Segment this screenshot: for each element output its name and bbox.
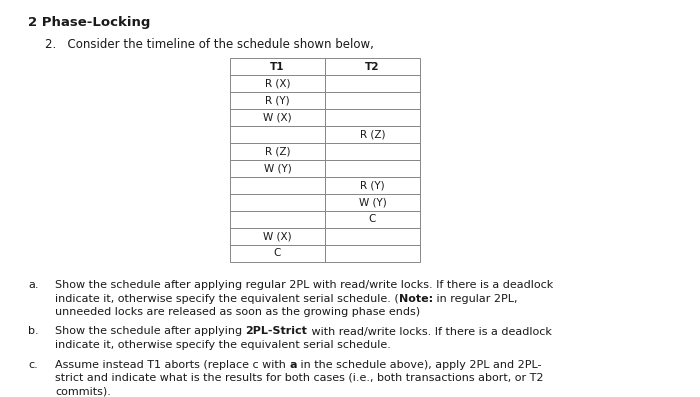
Bar xyxy=(230,228,325,245)
Text: a.: a. xyxy=(28,280,38,290)
Bar xyxy=(230,143,325,160)
Text: R (Z): R (Z) xyxy=(265,146,290,156)
Bar xyxy=(325,126,420,143)
Bar xyxy=(230,160,325,177)
Text: T2: T2 xyxy=(365,62,379,71)
Bar xyxy=(325,211,420,228)
Text: W (X): W (X) xyxy=(263,231,292,241)
Text: unneeded locks are released as soon as the growing phase ends): unneeded locks are released as soon as t… xyxy=(55,307,420,317)
Bar xyxy=(325,228,420,245)
Text: R (Y): R (Y) xyxy=(265,96,290,106)
Bar xyxy=(230,245,325,262)
Text: in regular 2PL,: in regular 2PL, xyxy=(433,293,517,303)
Bar xyxy=(325,177,420,194)
Text: 2.   Consider the timeline of the schedule shown below,: 2. Consider the timeline of the schedule… xyxy=(45,38,374,51)
Text: R (Z): R (Z) xyxy=(360,129,385,139)
Text: indicate it, otherwise specify the equivalent serial schedule.: indicate it, otherwise specify the equiv… xyxy=(55,340,391,350)
Bar xyxy=(325,109,420,126)
Bar xyxy=(230,177,325,194)
Bar xyxy=(230,75,325,92)
Bar xyxy=(230,58,325,75)
Bar xyxy=(325,160,420,177)
Text: commits).: commits). xyxy=(55,387,111,397)
Bar xyxy=(325,245,420,262)
Text: a: a xyxy=(289,360,297,370)
Bar xyxy=(325,194,420,211)
Text: Show the schedule after applying: Show the schedule after applying xyxy=(55,326,246,337)
Text: with read/write locks. If there is a deadlock: with read/write locks. If there is a dea… xyxy=(307,326,552,337)
Text: Show the schedule after applying regular 2PL with read/write locks. If there is : Show the schedule after applying regular… xyxy=(55,280,553,290)
Text: Note:: Note: xyxy=(399,293,433,303)
Bar xyxy=(325,92,420,109)
Text: W (X): W (X) xyxy=(263,112,292,123)
Text: indicate it, otherwise specify the equivalent serial schedule. (: indicate it, otherwise specify the equiv… xyxy=(55,293,399,303)
Text: in the schedule above), apply 2PL and 2PL-: in the schedule above), apply 2PL and 2P… xyxy=(297,360,541,370)
Text: c.: c. xyxy=(28,360,38,370)
Text: W (Y): W (Y) xyxy=(264,164,291,173)
Text: 2 Phase-Locking: 2 Phase-Locking xyxy=(28,16,150,29)
Text: strict and indicate what is the results for both cases (i.e., both transactions : strict and indicate what is the results … xyxy=(55,373,543,383)
Text: W (Y): W (Y) xyxy=(358,197,386,208)
Bar xyxy=(325,143,420,160)
Bar xyxy=(325,75,420,92)
Bar xyxy=(230,92,325,109)
Text: C: C xyxy=(369,214,376,224)
Bar xyxy=(230,194,325,211)
Bar xyxy=(230,126,325,143)
Bar xyxy=(230,211,325,228)
Bar xyxy=(325,58,420,75)
Text: T1: T1 xyxy=(270,62,285,71)
Bar xyxy=(230,109,325,126)
Text: Assume instead T1 aborts (replace c with: Assume instead T1 aborts (replace c with xyxy=(55,360,289,370)
Text: R (Y): R (Y) xyxy=(360,181,385,191)
Text: 2PL-Strict: 2PL-Strict xyxy=(246,326,307,337)
Text: R (X): R (X) xyxy=(265,79,290,89)
Text: b.: b. xyxy=(28,326,38,337)
Text: C: C xyxy=(274,249,281,258)
